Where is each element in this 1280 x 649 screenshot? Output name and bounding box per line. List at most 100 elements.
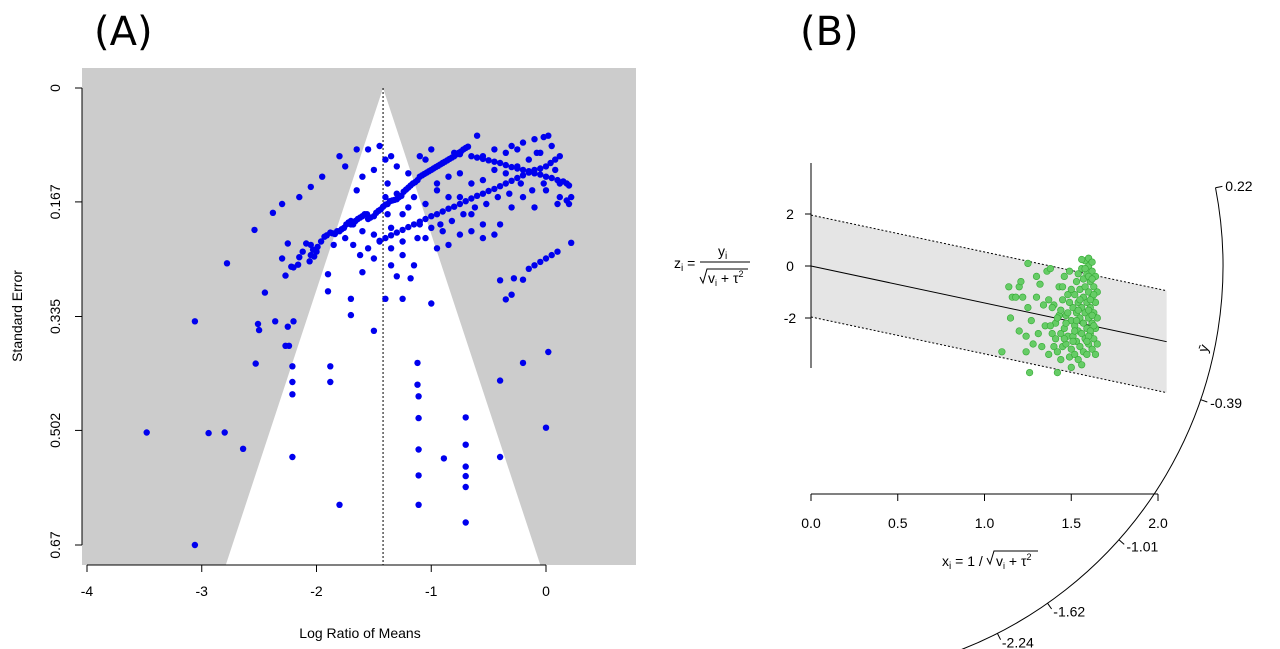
funnel-point — [556, 180, 563, 187]
funnel-y-tick-label: 0.335 — [47, 299, 63, 334]
galbraith-point — [1025, 369, 1034, 377]
funnel-x-tick-label: -2 — [310, 583, 323, 599]
funnel-point — [416, 153, 423, 160]
funnel-point — [278, 255, 286, 262]
funnel-point — [290, 318, 297, 325]
funnel-point — [428, 146, 435, 153]
galbraith-point — [1048, 330, 1056, 338]
funnel-point — [314, 243, 321, 251]
funnel-point — [387, 224, 395, 231]
galbraith-x-tick-label: 0.0 — [801, 515, 821, 531]
galbraith-point — [1081, 265, 1089, 273]
funnel-point — [399, 238, 406, 245]
funnel-point — [502, 161, 509, 169]
funnel-point — [252, 360, 259, 367]
galbraith-point — [1022, 332, 1030, 340]
funnel-point — [531, 262, 538, 269]
funnel-point — [439, 159, 446, 167]
funnel-point — [410, 193, 418, 201]
funnel-point — [294, 261, 302, 268]
funnel-point — [353, 187, 360, 194]
funnel-y-tick-label: 0.67 — [47, 531, 63, 558]
galbraith-point — [1076, 343, 1084, 351]
galbraith-point — [1058, 296, 1067, 304]
galbraith-point — [1057, 306, 1065, 314]
funnel-point — [445, 205, 452, 212]
galbraith-point — [1048, 304, 1056, 312]
galbraith-point — [1069, 337, 1077, 346]
funnel-point — [384, 211, 391, 218]
funnel-point — [433, 180, 441, 187]
funnel-point — [548, 251, 555, 259]
funnel-point — [468, 211, 475, 218]
funnel-point — [531, 204, 538, 211]
galbraith-point — [1088, 311, 1096, 320]
funnel-point — [462, 483, 469, 491]
funnel-point — [387, 262, 395, 269]
galbraith-point — [1071, 327, 1079, 335]
galbraith-x-formula-sqrt — [986, 550, 1038, 566]
funnel-point — [540, 180, 547, 187]
funnel-point — [405, 223, 412, 231]
funnel-point — [514, 174, 521, 182]
funnel-point — [556, 153, 563, 160]
funnel-point — [496, 221, 504, 228]
funnel-point — [554, 248, 561, 255]
funnel-point — [483, 200, 490, 208]
funnel-point — [456, 170, 464, 177]
funnel-y-ticks: 0 0.167 0.335 0.502 0.67 — [47, 84, 82, 559]
funnel-point — [289, 378, 296, 386]
funnel-point — [324, 288, 332, 295]
funnel-point — [542, 187, 550, 194]
funnel-point — [519, 166, 527, 174]
funnel-point — [445, 241, 452, 249]
funnel-point — [445, 193, 452, 201]
funnel-point — [537, 171, 544, 178]
funnel-point — [537, 258, 544, 266]
funnel-point — [456, 193, 464, 201]
funnel-y-tick-label: 0.502 — [47, 413, 63, 448]
funnel-point — [285, 342, 293, 349]
galbraith-point — [1046, 265, 1054, 273]
galbraith-point — [1022, 348, 1030, 356]
funnel-point — [433, 187, 441, 194]
funnel-point — [502, 149, 509, 156]
funnel-x-tick-label: -1 — [425, 583, 438, 599]
funnel-point — [542, 173, 550, 180]
funnel-point — [284, 240, 291, 247]
funnel-point — [327, 378, 334, 386]
galbraith-x-formula-denominator: vi + τ2 — [996, 552, 1032, 571]
funnel-point — [353, 146, 360, 153]
panel-b-label: (B) — [800, 9, 859, 55]
galbraith-point — [1071, 291, 1079, 299]
galbraith-point — [1062, 319, 1070, 327]
funnel-point — [519, 139, 527, 146]
funnel-point — [269, 209, 277, 216]
funnel-x-ticks: -4 -3 -2 -1 0 — [81, 565, 550, 599]
funnel-point — [496, 183, 504, 190]
galbraith-arc-tick-label: -2.24 — [1002, 634, 1034, 649]
funnel-point — [191, 541, 199, 549]
funnel-point — [289, 391, 296, 398]
galbraith-point — [1083, 350, 1091, 359]
funnel-point — [547, 159, 554, 167]
galbraith-y-formula-sqrt — [699, 268, 748, 285]
funnel-point — [537, 149, 544, 156]
funnel-point — [410, 262, 418, 269]
funnel-point — [393, 273, 400, 280]
funnel-point — [506, 190, 513, 197]
funnel-point — [347, 221, 355, 228]
funnel-point — [414, 359, 421, 367]
galbraith-point — [1090, 283, 1098, 291]
funnel-point — [382, 234, 389, 242]
funnel-point — [519, 359, 527, 367]
galbraith-y-formula-z: zi = — [674, 255, 695, 274]
funnel-point — [347, 311, 355, 319]
funnel-point — [405, 204, 412, 211]
funnel-point — [565, 200, 573, 208]
funnel-point — [384, 180, 391, 187]
galbraith-band-upper — [810, 214, 1167, 292]
funnel-point — [428, 213, 435, 220]
funnel-point — [496, 159, 504, 167]
funnel-point — [382, 295, 389, 302]
